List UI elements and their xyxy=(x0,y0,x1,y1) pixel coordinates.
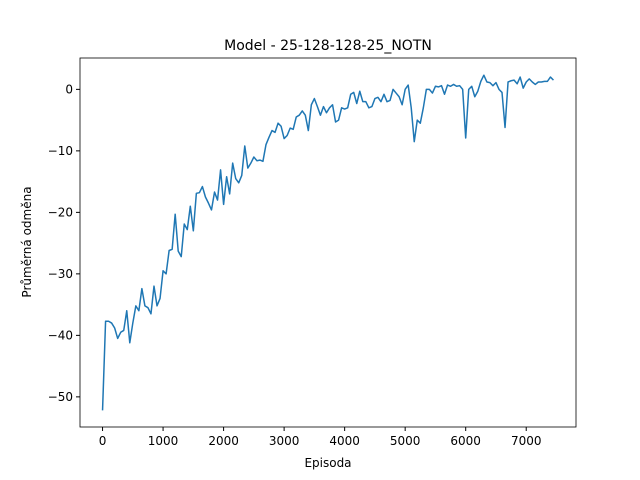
x-tick-label: 0 xyxy=(99,434,107,448)
x-axis-label: Episoda xyxy=(304,456,351,470)
y-tick-label: −10 xyxy=(48,144,73,158)
x-tick-label: 7000 xyxy=(511,434,542,448)
x-tick-label: 6000 xyxy=(450,434,481,448)
y-tick-label: −20 xyxy=(48,205,73,219)
x-tick-label: 4000 xyxy=(329,434,360,448)
y-tick-label: −50 xyxy=(48,390,73,404)
y-tick-label: −30 xyxy=(48,267,73,281)
x-tick-label: 3000 xyxy=(269,434,300,448)
y-axis-label: Průměrná odměna xyxy=(20,186,34,297)
series-line xyxy=(101,74,554,411)
y-tick-label: 0 xyxy=(65,82,73,96)
x-tick-label: 5000 xyxy=(390,434,421,448)
chart-title: Model - 25-128-128-25_NOTN xyxy=(224,38,432,54)
x-tick-label: 1000 xyxy=(148,434,179,448)
y-tick-label: −40 xyxy=(48,328,73,342)
plot-frame xyxy=(79,57,577,428)
x-tick-label: 2000 xyxy=(208,434,239,448)
